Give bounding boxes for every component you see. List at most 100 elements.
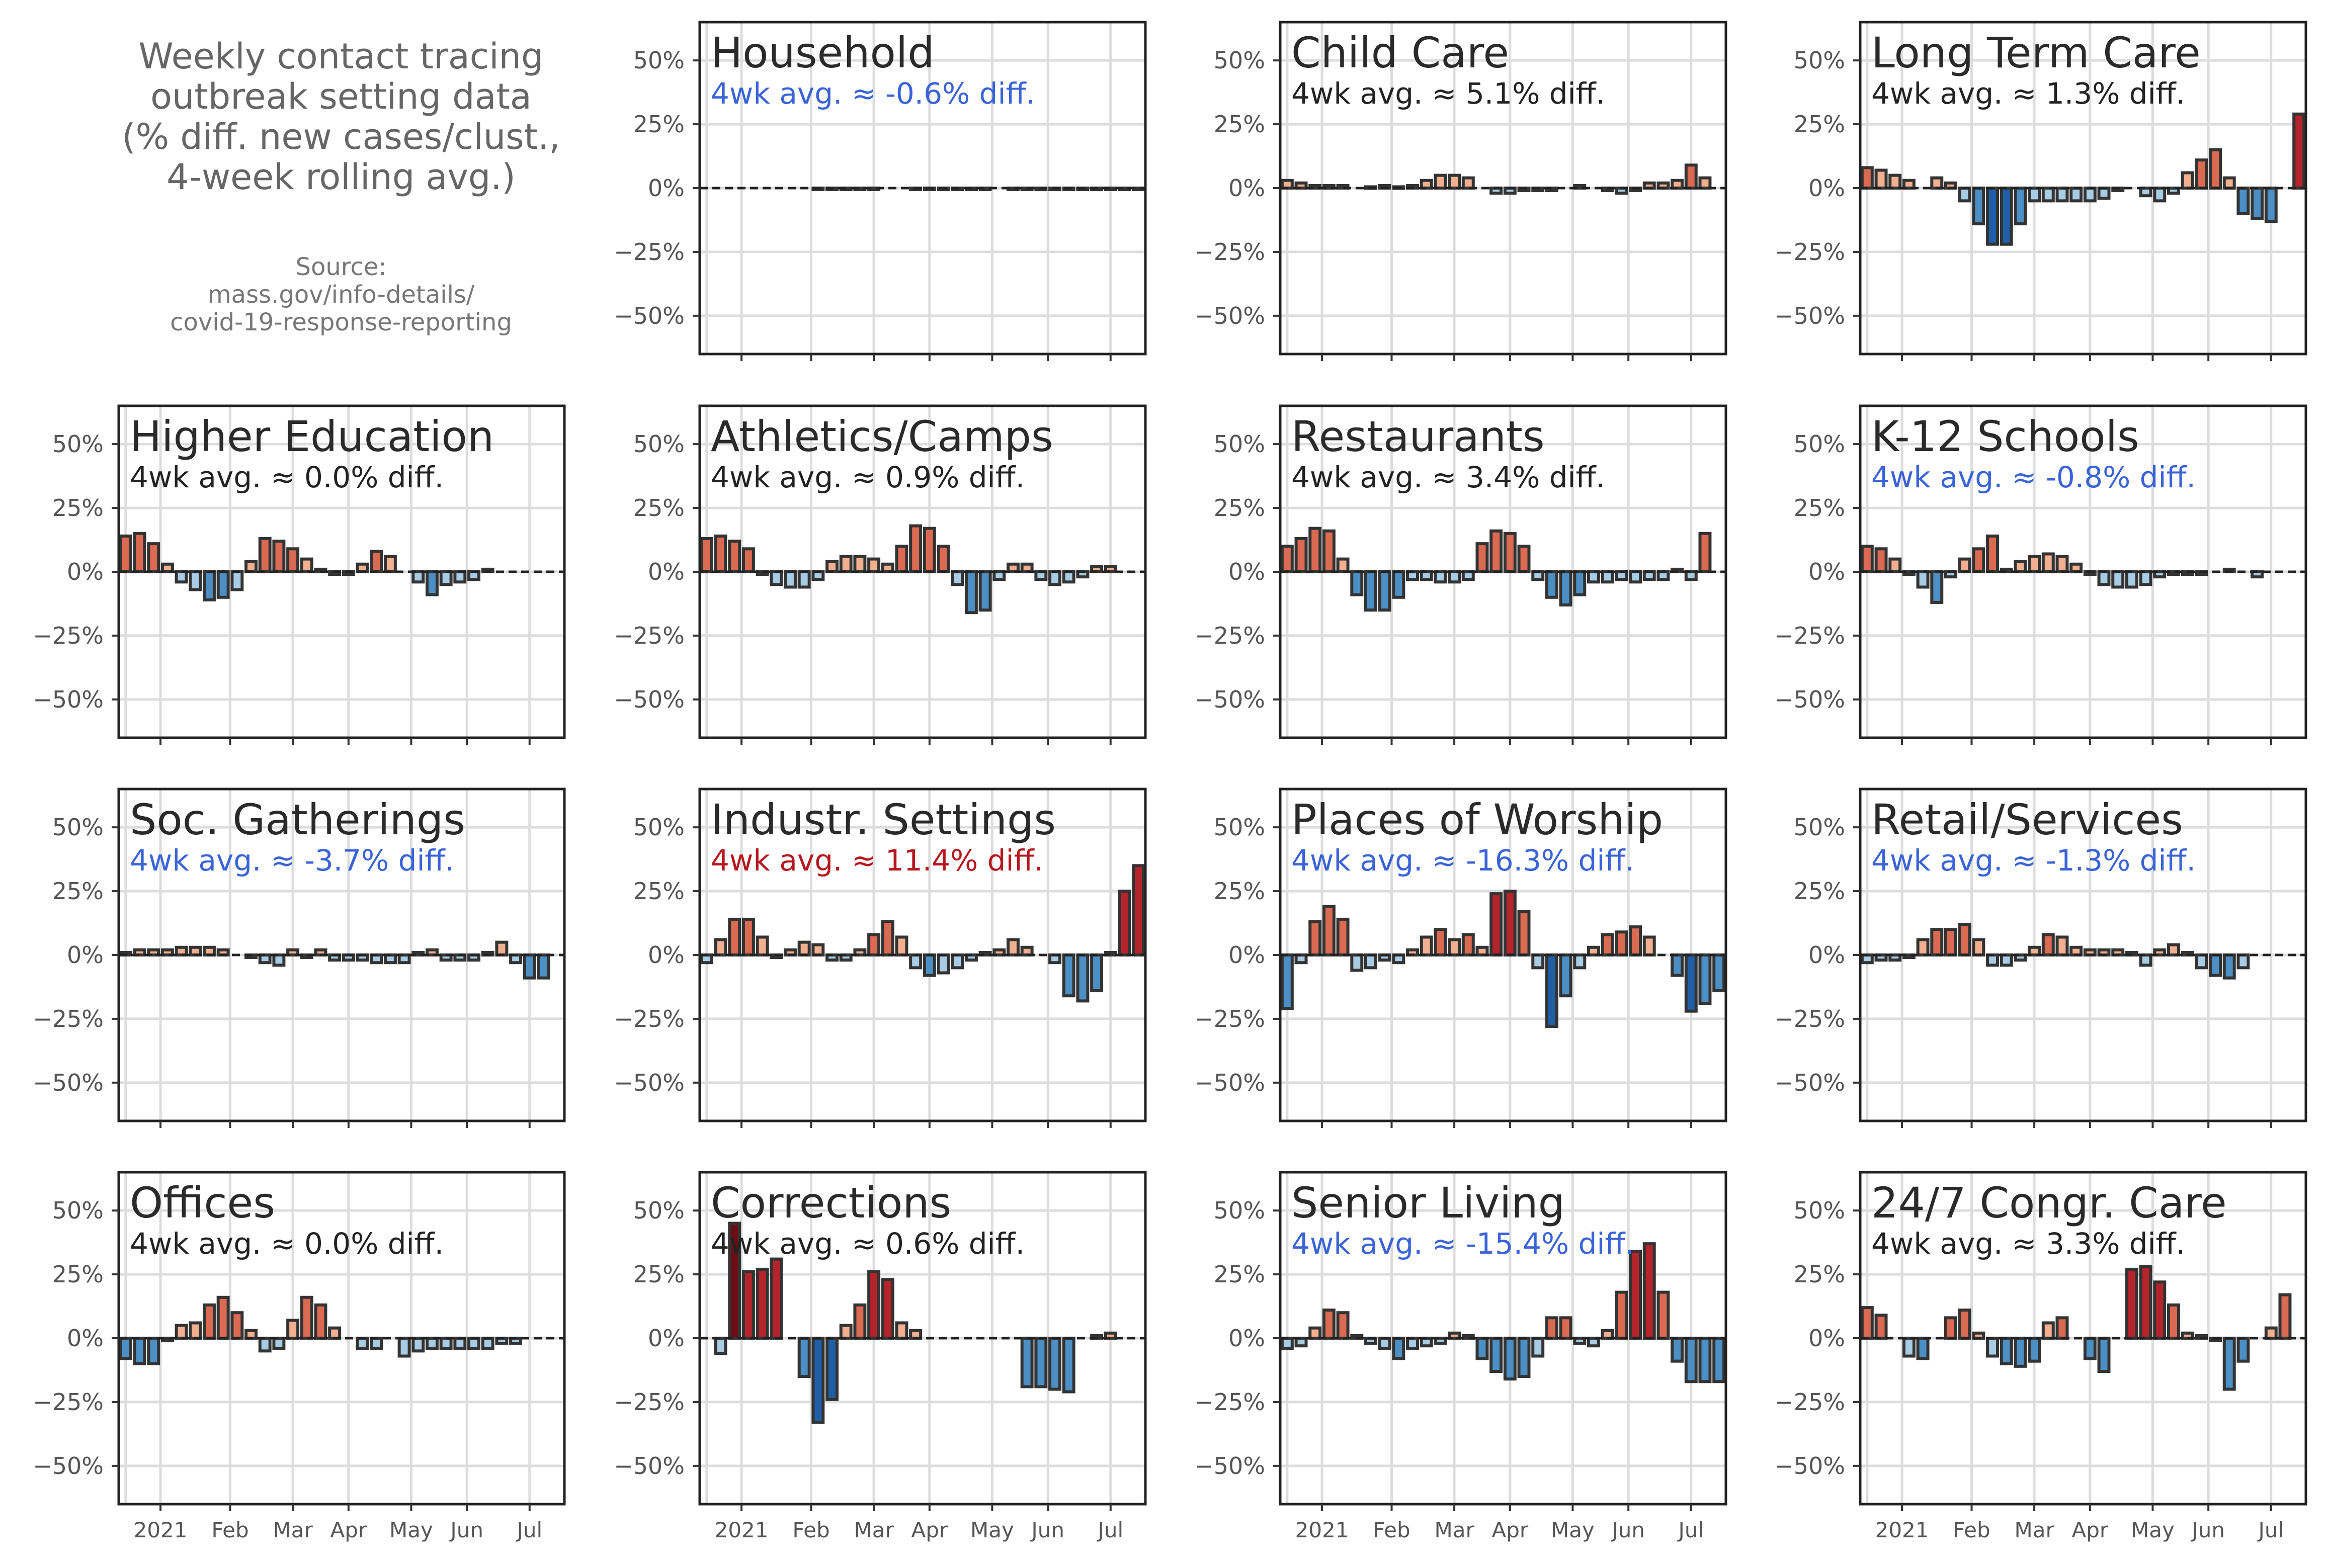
bar: [160, 948, 174, 957]
panel-title: Offices: [130, 1178, 275, 1228]
bar: [1601, 933, 1614, 957]
bar: [2167, 570, 2180, 576]
panel-subtitle: 4wk avg. ≈ -0.8% diff.: [1871, 460, 2196, 494]
bar: [2236, 1337, 2250, 1363]
bar: [2167, 943, 2180, 956]
y-tick-label: 0%: [1228, 558, 1265, 585]
panel-title: K-12 Schools: [1871, 412, 2139, 461]
bar: [1118, 890, 1131, 956]
bar: [1642, 935, 1656, 957]
bar: [756, 1267, 769, 1340]
bar: [1629, 1250, 1642, 1340]
x-tick-label: Jul: [515, 1518, 542, 1542]
bar: [1350, 570, 1364, 596]
bar: [797, 940, 811, 956]
panel-subtitle: 4wk avg. ≈ 1.3% diff.: [1871, 76, 2185, 111]
panel-subtitle: 4wk avg. ≈ 3.4% diff.: [1291, 460, 1605, 494]
y-tick-label: −25%: [33, 1388, 104, 1416]
bar: [2000, 1337, 2013, 1365]
y-tick-label: 0%: [67, 941, 104, 969]
bar: [1308, 527, 1322, 573]
y-tick-label: 25%: [1214, 111, 1265, 138]
bar: [1406, 1337, 1419, 1350]
bar: [411, 1337, 425, 1353]
y-tick-label: −25%: [1194, 622, 1265, 649]
bar: [1448, 1331, 1461, 1340]
bar: [1860, 1306, 1874, 1340]
figure-title-line-1: Weekly contact tracing: [139, 36, 544, 77]
bar: [1860, 545, 1874, 573]
y-tick-label: −50%: [1774, 1452, 1845, 1479]
bar: [1007, 562, 1020, 574]
bar: [1902, 570, 1916, 576]
bar: [937, 953, 950, 975]
figure-title-line-4: 4-week rolling avg.): [167, 156, 516, 198]
bar: [2236, 953, 2250, 970]
bar: [1378, 570, 1391, 612]
x-tick-label: Jul: [1096, 1518, 1123, 1542]
bar: [2000, 187, 2013, 246]
bar: [951, 953, 964, 970]
bar: [1930, 928, 1944, 956]
panel-subtitle: 4wk avg. ≈ 11.4% diff.: [711, 843, 1043, 878]
y-tick-label: −25%: [1194, 1005, 1265, 1032]
bar: [2014, 1337, 2027, 1368]
bar: [1489, 529, 1503, 574]
bar: [2083, 1337, 2097, 1360]
y-tick-label: 0%: [648, 558, 685, 585]
bar: [300, 557, 313, 573]
bar: [495, 940, 509, 956]
bar: [1090, 953, 1104, 993]
bar: [147, 1337, 160, 1365]
bar: [992, 948, 1006, 957]
y-tick-label: −25%: [614, 238, 685, 266]
y-tick-label: 0%: [648, 1325, 685, 1352]
bar: [1559, 570, 1572, 606]
panel-subtitle: 4wk avg. ≈ 0.0% diff.: [130, 460, 444, 494]
panel-subtitle: 4wk avg. ≈ 5.1% diff.: [1291, 76, 1605, 111]
bar: [2041, 1321, 2055, 1340]
y-tick-label: −50%: [614, 1069, 685, 1096]
bar: [1545, 570, 1558, 599]
bar: [328, 1326, 342, 1340]
bar: [1888, 557, 1902, 573]
bar: [1132, 864, 1145, 957]
bar: [397, 953, 411, 965]
bar: [1916, 1337, 1930, 1360]
bar: [1350, 953, 1364, 972]
bar: [853, 1303, 867, 1340]
bar: [923, 527, 936, 573]
bar: [1930, 176, 1944, 190]
bar: [1308, 184, 1322, 190]
y-tick-label: 25%: [52, 878, 104, 905]
bar: [1420, 935, 1433, 957]
bar: [147, 948, 160, 957]
bar: [1336, 184, 1350, 190]
bar: [1104, 1331, 1117, 1340]
bar: [230, 570, 244, 591]
y-tick-label: 50%: [1214, 47, 1265, 74]
bar: [1048, 1337, 1061, 1391]
figure-title-line-2: outbreak setting data: [150, 76, 532, 117]
bar: [1503, 532, 1517, 574]
bar: [728, 1222, 741, 1340]
bar: [853, 555, 867, 573]
bar: [881, 562, 894, 574]
x-tick-label: Feb: [792, 1518, 829, 1542]
bar: [2041, 552, 2055, 574]
bar: [1559, 953, 1572, 998]
bar: [175, 570, 188, 584]
panel-title: Soc. Gatherings: [130, 795, 465, 844]
bar: [1020, 1337, 1034, 1388]
bar: [411, 570, 425, 584]
bar: [881, 920, 894, 956]
bar: [1475, 1337, 1489, 1360]
y-tick-label: −25%: [1774, 1388, 1845, 1416]
bar: [1712, 953, 1726, 993]
y-tick-label: −50%: [1194, 1069, 1265, 1096]
bar: [1684, 570, 1698, 581]
